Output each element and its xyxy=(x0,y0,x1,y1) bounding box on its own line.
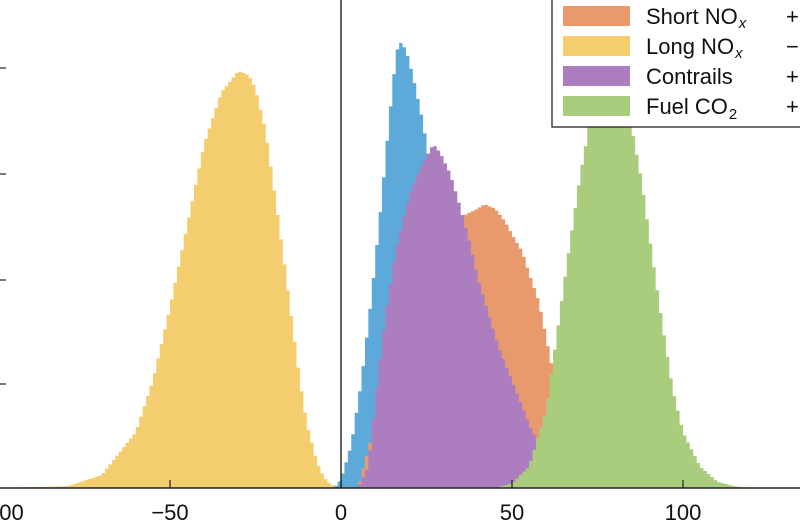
legend-label: Fuel CO xyxy=(646,94,728,119)
legend-label: Long NO xyxy=(646,34,734,59)
x-tick-label: −50 xyxy=(151,500,188,520)
legend-sign: + xyxy=(786,94,799,119)
x-tick-label: 0 xyxy=(335,500,347,520)
series-area-contrails xyxy=(358,146,598,488)
legend-swatch xyxy=(563,6,630,26)
legend-swatch xyxy=(563,36,630,56)
legend-sign: + xyxy=(786,64,799,89)
legend-subscript: 2 xyxy=(729,106,737,123)
legend-swatch xyxy=(563,66,630,86)
legend-label: Short NO xyxy=(646,4,738,29)
x-tick-label: 100 xyxy=(665,500,702,520)
x-tick-label: 50 xyxy=(500,500,524,520)
x-tick-label: −100 xyxy=(0,500,24,520)
series-area-fuel-co2 xyxy=(494,80,752,489)
series-areas xyxy=(0,42,752,489)
legend-label: Contrails xyxy=(646,64,733,89)
legend-sign: − xyxy=(786,34,799,59)
legend: Short NO x +Long NO x −Contrails +Fuel CO 2 + xyxy=(551,0,800,128)
series-area-long-nox xyxy=(0,71,341,488)
legend-sign: + xyxy=(786,4,799,29)
legend-subscript: x xyxy=(734,45,743,62)
legend-subscript: x xyxy=(738,15,747,32)
legend-swatch xyxy=(563,96,630,116)
